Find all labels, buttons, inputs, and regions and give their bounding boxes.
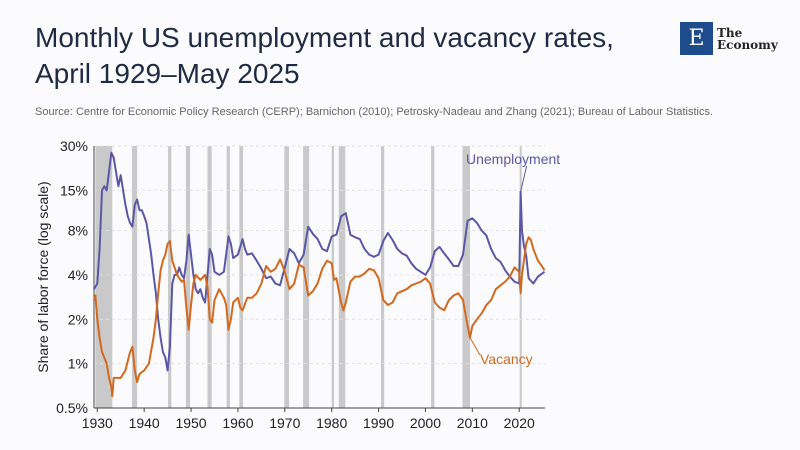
logo-line-2: Economy bbox=[717, 37, 778, 52]
recession-band bbox=[380, 146, 385, 408]
recession-band bbox=[239, 146, 244, 408]
recession-band bbox=[185, 146, 191, 408]
the-economy-logo: E The Economy bbox=[680, 22, 778, 55]
annotation-vacancy: Vacancy bbox=[480, 351, 533, 367]
recession-band bbox=[131, 146, 138, 408]
y-tick-label: 30% bbox=[60, 138, 88, 154]
x-tick-label: 2000 bbox=[410, 415, 441, 431]
y-tick-label: 2% bbox=[68, 311, 88, 327]
y-tick-label: 15% bbox=[60, 182, 88, 198]
x-tick-label: 2020 bbox=[504, 415, 535, 431]
x-tick-label: 1970 bbox=[269, 415, 300, 431]
y-tick-label: 4% bbox=[68, 267, 88, 283]
x-tick-label: 1930 bbox=[82, 415, 113, 431]
y-tick-label: 8% bbox=[68, 223, 88, 239]
title-line-1: Monthly US unemployment and vacancy rate… bbox=[35, 22, 614, 53]
x-tick-label: 1990 bbox=[363, 415, 394, 431]
logo-line-1: The bbox=[717, 25, 743, 40]
x-tick-label: 2010 bbox=[457, 415, 488, 431]
title-line-2: April 1929–May 2025 bbox=[35, 58, 300, 89]
annotation-leader-unemployment bbox=[520, 165, 528, 192]
recession-band bbox=[431, 146, 435, 408]
recession-band bbox=[338, 146, 346, 408]
y-tick-label: 0.5% bbox=[56, 400, 88, 416]
source-note: Source: Centre for Economic Policy Resea… bbox=[35, 106, 714, 118]
recession-band bbox=[462, 146, 470, 408]
x-tick-label: 1950 bbox=[175, 415, 206, 431]
y-axis-label: Share of labor force (log scale) bbox=[35, 181, 51, 372]
x-tick-label: 1960 bbox=[222, 415, 253, 431]
page-title: Monthly US unemployment and vacancy rate… bbox=[35, 20, 614, 92]
recession-band bbox=[226, 146, 230, 408]
y-tick-label: 1% bbox=[68, 356, 88, 372]
x-tick-label: 1980 bbox=[316, 415, 347, 431]
recession-band bbox=[519, 146, 522, 408]
series-line-vacancy bbox=[93, 236, 546, 398]
recession-band bbox=[207, 146, 212, 408]
logo-mark: E bbox=[680, 22, 713, 55]
logo-wordmark: The Economy bbox=[717, 27, 778, 51]
logo-letter: E bbox=[688, 26, 705, 51]
annotation-leader-vacancy bbox=[469, 337, 481, 356]
recession-band bbox=[168, 146, 172, 408]
series-line-unemployment bbox=[93, 151, 546, 372]
x-tick-label: 1940 bbox=[129, 415, 160, 431]
annotation-unemployment: Unemployment bbox=[466, 151, 560, 167]
